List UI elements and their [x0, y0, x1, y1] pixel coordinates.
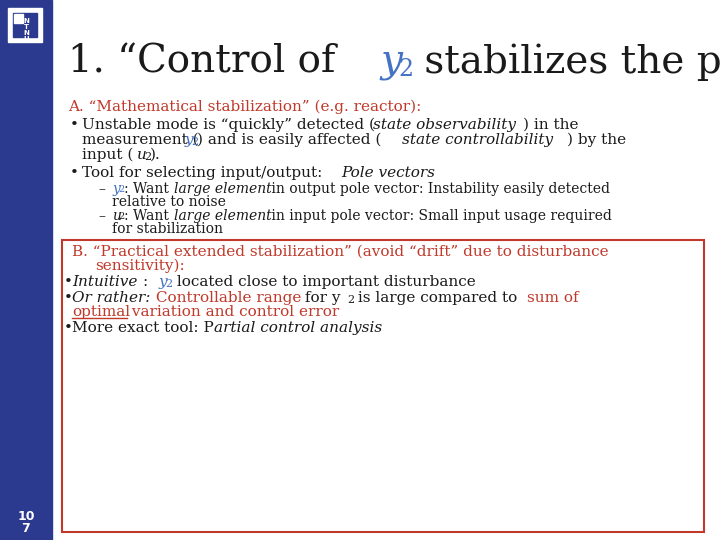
FancyBboxPatch shape	[62, 240, 704, 532]
Text: N
T
N
U: N T N U	[23, 18, 29, 42]
Text: measurement (: measurement (	[82, 133, 199, 147]
Text: large element: large element	[174, 209, 272, 223]
Text: 2: 2	[119, 185, 125, 194]
Text: ) in the: ) in the	[523, 118, 578, 132]
Text: is large compared to: is large compared to	[354, 291, 523, 305]
Text: y: y	[112, 182, 120, 196]
Text: 2: 2	[166, 279, 173, 289]
Text: –: –	[98, 209, 105, 223]
Text: •: •	[70, 166, 79, 180]
Text: ) and is easily affected (: ) and is easily affected (	[197, 133, 382, 147]
Bar	[8, 8, 42, 42]
Text: More exact tool: P: More exact tool: P	[72, 321, 214, 335]
Text: 2: 2	[144, 152, 151, 162]
Text: relative to noise: relative to noise	[112, 195, 226, 209]
Text: Controllable range: Controllable range	[150, 291, 301, 305]
Text: A. “Mathematical stabilization” (e.g. reactor):: A. “Mathematical stabilization” (e.g. re…	[68, 100, 421, 114]
Text: 2: 2	[347, 295, 354, 305]
Text: y: y	[158, 275, 167, 289]
Text: : Want: : Want	[124, 209, 174, 223]
Text: 10: 10	[17, 510, 35, 523]
Text: : Want: : Want	[124, 182, 174, 196]
Text: state controllability: state controllability	[402, 133, 553, 147]
Text: large element: large element	[174, 182, 272, 196]
Text: for stabilization: for stabilization	[112, 222, 223, 236]
Text: •: •	[64, 321, 73, 335]
Text: Intuitive: Intuitive	[72, 275, 138, 289]
Text: located close to important disturbance: located close to important disturbance	[171, 275, 475, 289]
Text: 7: 7	[22, 522, 30, 535]
Text: B. “Practical extended stabilization” (avoid “drift” due to disturbance: B. “Practical extended stabilization” (a…	[72, 245, 608, 259]
Text: stabilizes the plant”: stabilizes the plant”	[412, 43, 720, 81]
Text: state observability: state observability	[373, 118, 516, 132]
Text: ) by the: ) by the	[567, 133, 626, 147]
Text: u: u	[137, 148, 147, 162]
Text: variation and control error: variation and control error	[127, 305, 339, 319]
Text: 2: 2	[192, 137, 199, 147]
Text: ).: ).	[150, 148, 161, 162]
Text: •: •	[64, 291, 73, 305]
Text: •: •	[70, 118, 79, 132]
Text: input (: input (	[82, 148, 133, 163]
Text: in input pole vector: Small input usage required: in input pole vector: Small input usage …	[267, 209, 612, 223]
Text: y: y	[380, 44, 402, 80]
Text: Tool for selecting input/output:: Tool for selecting input/output:	[82, 166, 328, 180]
Bar	[14, 14, 23, 23]
Text: optimal: optimal	[72, 305, 130, 319]
Text: u: u	[112, 209, 121, 223]
Text: sum of: sum of	[526, 291, 578, 305]
Text: Unstable mode is “quickly” detected (: Unstable mode is “quickly” detected (	[82, 118, 375, 132]
Text: sensitivity):: sensitivity):	[96, 259, 185, 273]
Text: y: y	[184, 133, 193, 147]
Text: •: •	[64, 275, 73, 289]
Text: 2: 2	[398, 58, 413, 82]
Text: for y: for y	[300, 291, 341, 305]
Text: –: –	[98, 182, 105, 196]
Text: 2: 2	[119, 212, 125, 221]
Bar	[0, 0, 52, 540]
Text: Pole vectors: Pole vectors	[342, 166, 436, 180]
Text: Or rather:: Or rather:	[72, 291, 150, 305]
Text: :: :	[143, 275, 153, 289]
Text: in output pole vector: Instability easily detected: in output pole vector: Instability easil…	[267, 182, 611, 196]
Text: artial control analysis: artial control analysis	[214, 321, 382, 335]
Bar	[13, 13, 37, 37]
Text: 1. “Control of: 1. “Control of	[68, 44, 348, 80]
